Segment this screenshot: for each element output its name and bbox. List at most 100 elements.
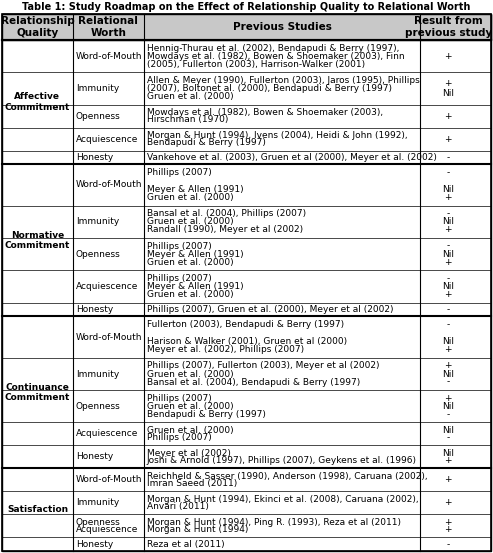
- Text: Nil: Nil: [442, 282, 454, 291]
- Text: Phillips (2007), Fullerton (2003), Meyer et al (2002): Phillips (2007), Fullerton (2003), Meyer…: [147, 362, 379, 371]
- Text: Honesty: Honesty: [76, 305, 113, 314]
- Bar: [2, 14, 491, 40]
- Text: Word-of-Mouth: Word-of-Mouth: [76, 476, 142, 484]
- Text: Morgan & Hunt (1994), Ping R. (1993), Reza et al (2011): Morgan & Hunt (1994), Ping R. (1993), Re…: [147, 518, 401, 526]
- Text: Phillips (2007): Phillips (2007): [147, 394, 211, 403]
- Text: Nil: Nil: [442, 185, 454, 194]
- Text: Openness: Openness: [76, 112, 121, 121]
- Text: Gruen et al. (2000): Gruen et al. (2000): [147, 402, 233, 411]
- Text: Acquiescence: Acquiescence: [76, 282, 138, 291]
- Text: Normative
Commitment: Normative Commitment: [5, 231, 70, 250]
- Text: Mowdays et al. (1982), Bowen & Shoemaker (2003), Finn: Mowdays et al. (1982), Bowen & Shoemaker…: [147, 51, 404, 61]
- Text: Hennig-Thurau et al. (2002), Bendapudi & Berry (1997),: Hennig-Thurau et al. (2002), Bendapudi &…: [147, 44, 399, 53]
- Text: Openness: Openness: [76, 518, 121, 526]
- Text: -: -: [447, 378, 450, 387]
- Text: Randall (1990), Meyer et al (2002): Randall (1990), Meyer et al (2002): [147, 226, 303, 234]
- Text: Morgan & Hunt (1994), Ekinci et al. (2008), Caruana (2002),: Morgan & Hunt (1994), Ekinci et al. (200…: [147, 494, 419, 504]
- Text: Meyer et al. (2002), Phillips (2007): Meyer et al. (2002), Phillips (2007): [147, 345, 304, 354]
- Text: Satisfaction: Satisfaction: [7, 505, 68, 514]
- Text: +: +: [445, 498, 452, 507]
- Text: -: -: [447, 153, 450, 162]
- Text: -: -: [447, 274, 450, 283]
- Text: +: +: [445, 290, 452, 299]
- Text: Relationship
Quality: Relationship Quality: [0, 16, 74, 38]
- Text: Morgan & Hunt (1994): Morgan & Hunt (1994): [147, 525, 248, 534]
- Text: Mowdays et al. (1982), Bowen & Shoemaker (2003),: Mowdays et al. (1982), Bowen & Shoemaker…: [147, 108, 383, 117]
- Text: Honesty: Honesty: [76, 540, 113, 549]
- Text: Table 1: Study Roadmap on the Effect of Relationship Quality to Relational Worth: Table 1: Study Roadmap on the Effect of …: [22, 2, 471, 12]
- Text: Gruen et al. (2000): Gruen et al. (2000): [147, 426, 233, 435]
- Text: +: +: [445, 525, 452, 534]
- Text: (2005), Fullerton (2003), Harrison-Walker (2001): (2005), Fullerton (2003), Harrison-Walke…: [147, 60, 365, 69]
- Text: Acquiescence: Acquiescence: [76, 430, 138, 439]
- Text: Nil: Nil: [442, 250, 454, 259]
- Text: -: -: [447, 433, 450, 442]
- Text: Meyer & Allen (1991): Meyer & Allen (1991): [147, 185, 244, 194]
- Text: Immunity: Immunity: [76, 84, 119, 93]
- Text: Acquiescence: Acquiescence: [76, 134, 138, 144]
- Text: -: -: [447, 242, 450, 251]
- Text: Previous Studies: Previous Studies: [233, 22, 331, 32]
- Text: +: +: [445, 476, 452, 484]
- Text: Meyer et al (2002): Meyer et al (2002): [147, 448, 231, 457]
- Text: Nil: Nil: [442, 217, 454, 226]
- Text: Phillips (2007), Gruen et al. (2000), Meyer et al (2002): Phillips (2007), Gruen et al. (2000), Me…: [147, 305, 393, 314]
- Text: Honesty: Honesty: [76, 452, 113, 461]
- Text: Gruen et al. (2000): Gruen et al. (2000): [147, 369, 233, 378]
- Text: Phillips (2007): Phillips (2007): [147, 433, 211, 442]
- Text: +: +: [445, 51, 452, 61]
- Text: Reza et al (2011): Reza et al (2011): [147, 540, 224, 549]
- Text: Honesty: Honesty: [76, 153, 113, 162]
- Text: Hirschman (1970): Hirschman (1970): [147, 116, 228, 124]
- Text: Nil: Nil: [442, 448, 454, 457]
- Text: Gruen et al. (2000): Gruen et al. (2000): [147, 92, 233, 101]
- Text: Allen & Meyer (1990), Fullerton (2003), Jaros (1995), Phillips: Allen & Meyer (1990), Fullerton (2003), …: [147, 76, 420, 85]
- Text: Immunity: Immunity: [76, 498, 119, 507]
- Text: -: -: [447, 168, 450, 177]
- Text: Gruen et al. (2000): Gruen et al. (2000): [147, 290, 233, 299]
- Text: +: +: [445, 394, 452, 403]
- Text: -: -: [447, 305, 450, 314]
- Text: Phillips (2007): Phillips (2007): [147, 168, 211, 177]
- Text: Phillips (2007): Phillips (2007): [147, 274, 211, 283]
- Text: Word-of-Mouth: Word-of-Mouth: [76, 51, 142, 61]
- Text: (2007), Boltonet al. (2000), Bendapudi & Berry (1997): (2007), Boltonet al. (2000), Bendapudi &…: [147, 84, 392, 93]
- Text: +: +: [445, 456, 452, 465]
- Text: Continuance
Commitment: Continuance Commitment: [5, 383, 70, 402]
- Text: Anvari (2011): Anvari (2011): [147, 502, 209, 511]
- Text: Meyer & Allen (1991): Meyer & Allen (1991): [147, 250, 244, 259]
- Text: +: +: [445, 362, 452, 371]
- Text: Affective
Commitment: Affective Commitment: [5, 92, 70, 112]
- Text: -: -: [447, 320, 450, 329]
- Text: Result from
previous study: Result from previous study: [405, 16, 492, 38]
- Text: Nil: Nil: [442, 426, 454, 435]
- Text: +: +: [445, 226, 452, 234]
- Text: -: -: [447, 210, 450, 218]
- Text: Bansal et al. (2004), Bendapudi & Berry (1997): Bansal et al. (2004), Bendapudi & Berry …: [147, 378, 360, 387]
- Text: +: +: [445, 258, 452, 267]
- Text: Acquiescence: Acquiescence: [76, 525, 138, 534]
- Text: Nil: Nil: [442, 369, 454, 378]
- Text: Morgan & Hunt (1994), Ivens (2004), Heidi & John (1992),: Morgan & Hunt (1994), Ivens (2004), Heid…: [147, 131, 407, 140]
- Text: Bendapudi & Berry (1997): Bendapudi & Berry (1997): [147, 410, 266, 419]
- Text: Nil: Nil: [442, 402, 454, 411]
- Text: Openness: Openness: [76, 250, 121, 259]
- Text: +: +: [445, 112, 452, 121]
- Text: Relational
Worth: Relational Worth: [78, 16, 139, 38]
- Text: Bendapudi & Berry (1997): Bendapudi & Berry (1997): [147, 138, 266, 147]
- Text: Word-of-Mouth: Word-of-Mouth: [76, 180, 142, 190]
- Text: Nil: Nil: [442, 89, 454, 98]
- Text: Joshi & Arnold (1997), Phillips (2007), Geykens et al. (1996): Joshi & Arnold (1997), Phillips (2007), …: [147, 456, 417, 465]
- Text: +: +: [445, 518, 452, 526]
- Text: -: -: [447, 410, 450, 419]
- Text: Word-of-Mouth: Word-of-Mouth: [76, 332, 142, 342]
- Text: Immunity: Immunity: [76, 369, 119, 378]
- Text: Harison & Walker (2001), Gruen et al (2000): Harison & Walker (2001), Gruen et al (20…: [147, 337, 347, 346]
- Text: +: +: [445, 79, 452, 87]
- Text: Gruen et al. (2000): Gruen et al. (2000): [147, 258, 233, 267]
- Text: Fullerton (2003), Bendapudi & Berry (1997): Fullerton (2003), Bendapudi & Berry (199…: [147, 320, 344, 329]
- Text: Gruen et al. (2000): Gruen et al. (2000): [147, 217, 233, 226]
- Text: Openness: Openness: [76, 402, 121, 411]
- Text: -: -: [447, 540, 450, 549]
- Text: Nil: Nil: [442, 337, 454, 346]
